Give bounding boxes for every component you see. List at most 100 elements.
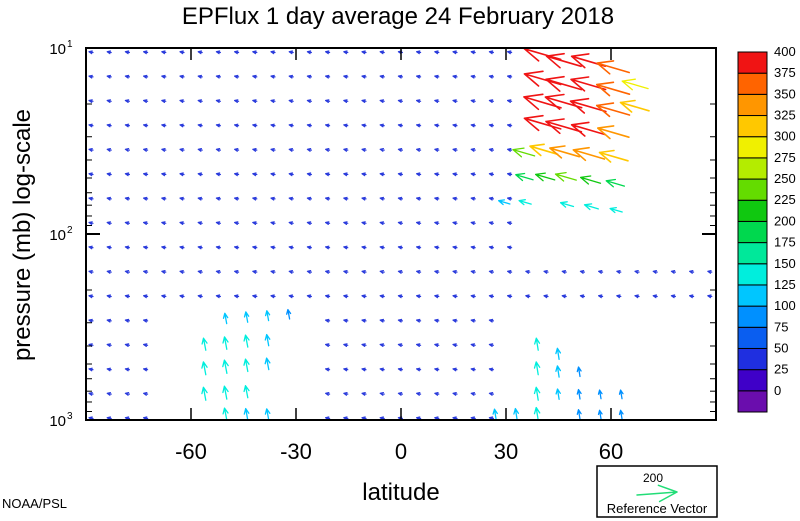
flux-arrow: [215, 221, 221, 225]
flux-arrow: [124, 367, 130, 372]
flux-arrow: [523, 93, 562, 111]
flux-arrow: [576, 388, 582, 400]
flux-arrow: [555, 388, 561, 400]
flux-arrow: [619, 99, 650, 113]
flux-arrow: [452, 172, 458, 177]
flux-arrow: [545, 52, 582, 69]
flux-arrow: [143, 99, 149, 103]
flux-arrow: [379, 172, 385, 177]
flux-arrow: [252, 99, 258, 103]
flux-arrow: [598, 270, 604, 274]
flux-arrow: [605, 178, 626, 188]
flux-arrow: [470, 392, 476, 396]
flux-arrow: [201, 386, 208, 401]
flux-arrow: [325, 270, 331, 274]
flux-arrow: [569, 97, 607, 114]
flux-arrow: [179, 148, 185, 152]
colorbar-label: 175: [774, 235, 796, 250]
flux-arrow: [343, 416, 349, 420]
flux-arrow: [416, 294, 422, 299]
flux-arrow: [161, 50, 167, 55]
flux-arrow: [234, 50, 240, 55]
flux-arrow: [570, 121, 607, 137]
flux-arrow: [222, 336, 229, 350]
flux-arrow: [106, 367, 112, 372]
flux-arrow: [179, 196, 185, 201]
flux-arrow: [306, 74, 312, 79]
flux-arrow: [545, 118, 583, 135]
flux-arrow: [652, 294, 658, 299]
flux-arrow: [470, 367, 476, 372]
flux-arrow: [270, 123, 276, 128]
colorbar-label: 150: [774, 256, 796, 271]
flux-arrow: [470, 318, 476, 323]
flux-arrow: [270, 74, 276, 79]
flux-arrow: [507, 74, 513, 79]
flux-arrow: [452, 343, 458, 347]
flux-arrow: [434, 123, 440, 128]
flux-arrow: [215, 294, 221, 299]
flux-arrow: [270, 221, 276, 225]
flux-arrow: [670, 270, 676, 274]
flux-arrow: [179, 294, 185, 299]
flux-arrow: [488, 172, 494, 177]
flux-arrow: [243, 385, 250, 399]
flux-arrow: [222, 407, 229, 420]
flux-arrow: [416, 392, 422, 396]
colorbar-swatch: [737, 157, 768, 180]
flux-arrow: [179, 123, 185, 128]
flux-arrow: [306, 99, 312, 103]
flux-arrow: [488, 196, 494, 201]
flux-arrow: [397, 367, 403, 372]
flux-arrow: [343, 392, 349, 396]
colorbar-label: 0: [774, 383, 781, 398]
flux-arrow: [325, 99, 331, 103]
flux-arrow: [215, 172, 221, 177]
flux-arrow: [252, 221, 258, 225]
flux-arrow: [397, 99, 403, 103]
flux-arrow: [161, 270, 167, 274]
flux-arrow: [470, 74, 476, 79]
flux-arrow: [270, 148, 276, 152]
flux-arrow: [361, 221, 367, 225]
flux-arrow: [470, 270, 476, 274]
flux-arrow: [361, 74, 367, 79]
flux-arrow: [416, 74, 422, 79]
flux-arrow: [106, 416, 112, 420]
flux-arrow: [598, 149, 629, 163]
colorbar-label: 100: [774, 298, 796, 313]
flux-arrow: [707, 294, 713, 299]
flux-arrow: [88, 318, 94, 323]
flux-arrow: [618, 409, 624, 420]
flux-arrow: [288, 172, 294, 177]
flux-arrow: [179, 245, 185, 250]
flux-arrow: [252, 172, 258, 177]
flux-arrow: [161, 123, 167, 128]
y-tick-label: 10: [49, 413, 66, 430]
flux-arrow: [215, 196, 221, 201]
flux-arrow: [124, 99, 130, 103]
flux-arrow: [533, 406, 541, 420]
x-tick-label: 30: [494, 439, 518, 464]
flux-arrow: [325, 74, 331, 79]
reference-vector-label: Reference Vector: [607, 501, 708, 516]
flux-arrow: [379, 318, 385, 323]
flux-arrow: [561, 270, 567, 274]
flux-arrow: [379, 270, 385, 274]
flux-arrow: [306, 172, 312, 177]
flux-arrow: [670, 294, 676, 299]
flux-arrow: [88, 99, 94, 103]
flux-arrow: [397, 318, 403, 323]
flux-arrow: [143, 416, 149, 420]
flux-arrow: [106, 343, 112, 347]
flux-arrow: [288, 123, 294, 128]
flux-arrow: [179, 172, 185, 177]
flux-arrow: [325, 318, 331, 323]
flux-arrow: [124, 416, 130, 420]
flux-arrow: [379, 392, 385, 396]
flux-arrow: [222, 312, 229, 325]
flux-arrow: [88, 392, 94, 396]
flux-arrow: [507, 148, 513, 152]
